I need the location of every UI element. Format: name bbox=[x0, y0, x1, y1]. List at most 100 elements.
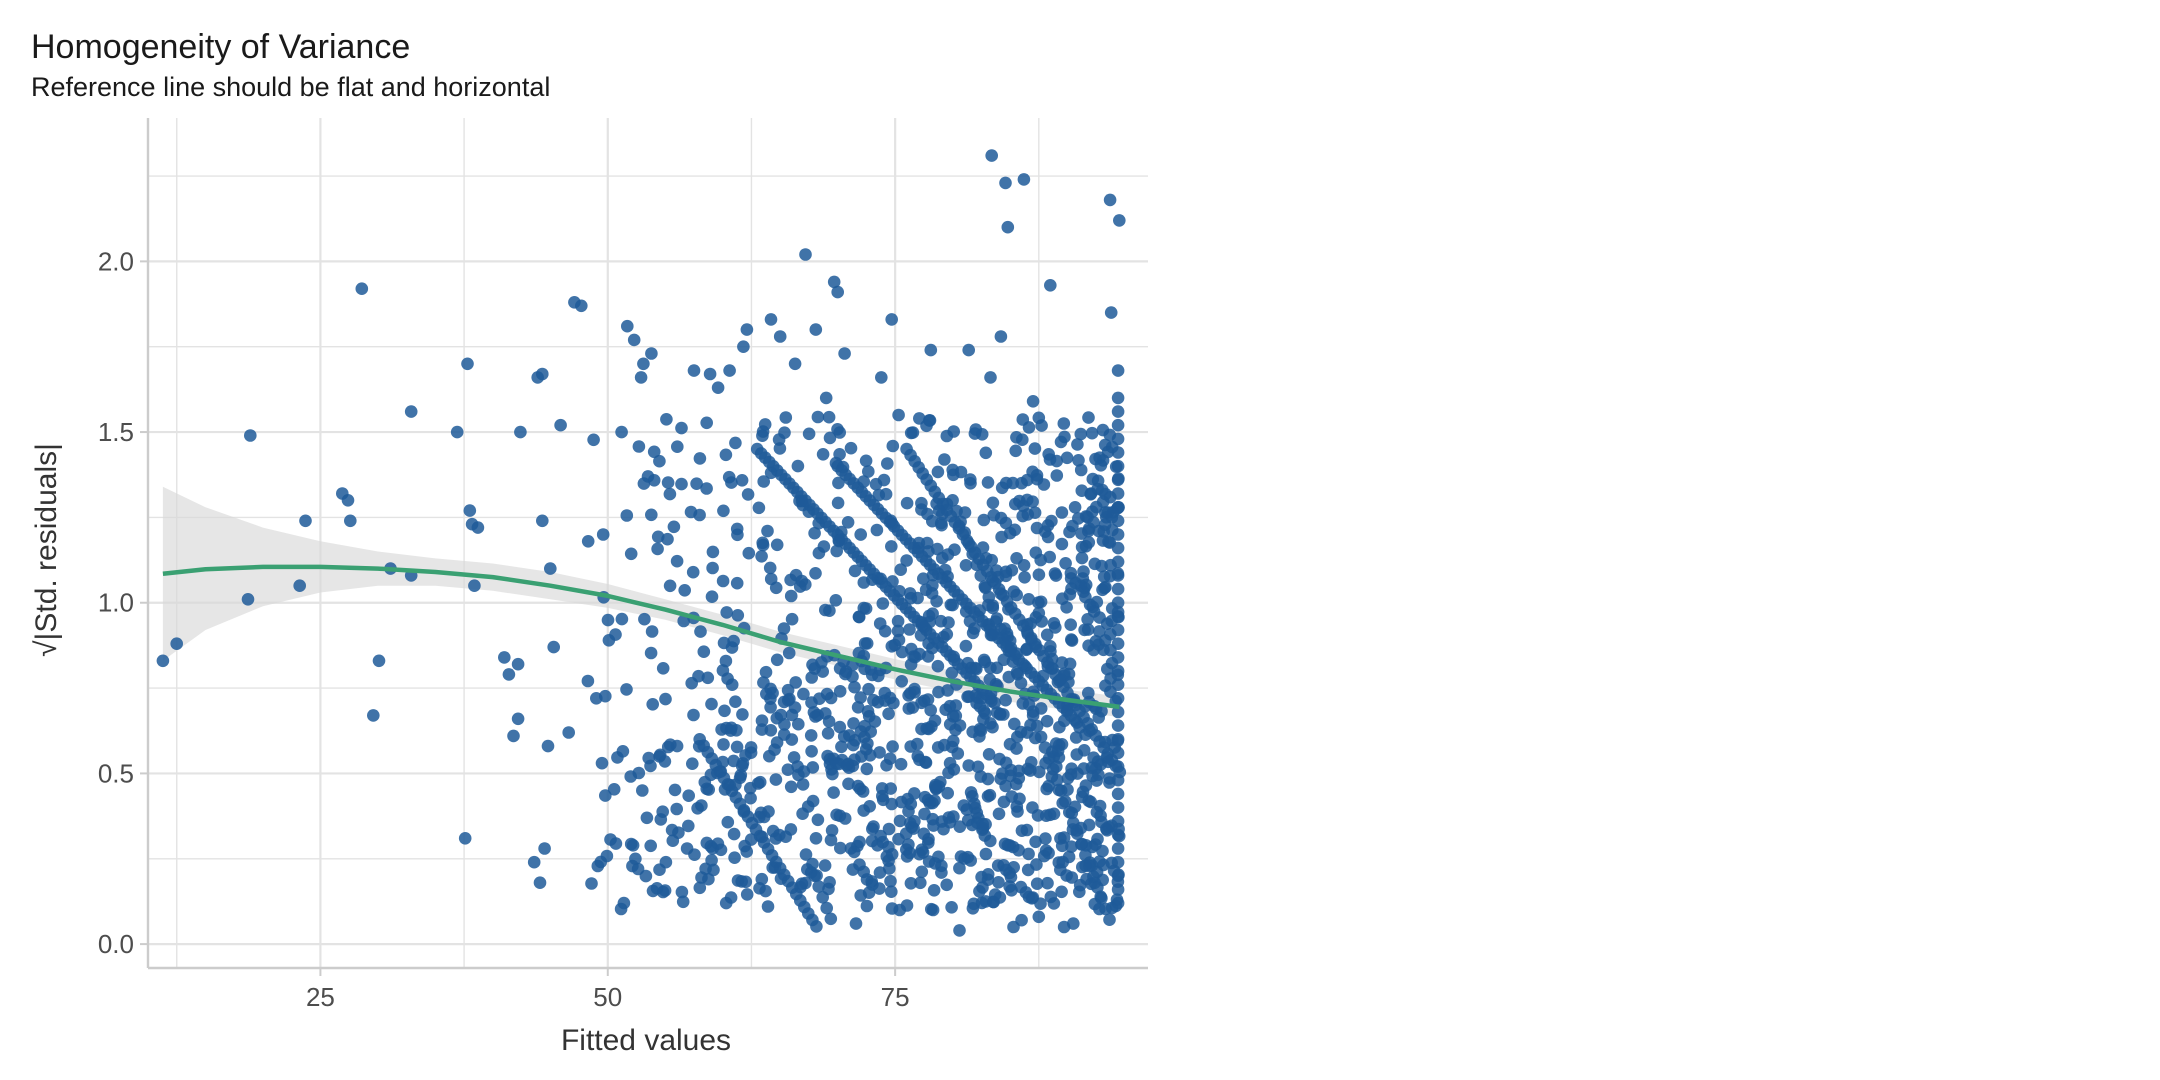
scatter-point bbox=[953, 861, 966, 875]
scatter-point bbox=[639, 869, 653, 883]
scatter-point bbox=[931, 659, 945, 673]
scatter-point bbox=[1024, 764, 1037, 777]
scatter-point bbox=[878, 686, 892, 700]
scatter-point bbox=[932, 685, 945, 699]
scatter-point bbox=[1077, 565, 1090, 578]
scatter-point bbox=[977, 513, 991, 527]
scatter-point bbox=[1046, 762, 1060, 776]
scatter-point bbox=[156, 654, 170, 668]
scatter-point bbox=[730, 740, 744, 754]
scatter-point bbox=[804, 729, 818, 742]
scatter-point bbox=[1044, 279, 1057, 292]
scatter-point bbox=[886, 439, 900, 453]
scatter-point bbox=[851, 839, 864, 853]
scatter-point bbox=[860, 762, 874, 776]
scatter-point bbox=[816, 891, 829, 904]
scatter-point bbox=[599, 689, 612, 703]
scatter-point bbox=[943, 756, 957, 770]
scatter-point bbox=[979, 818, 992, 831]
scatter-point bbox=[999, 176, 1012, 190]
scatter-point bbox=[1042, 846, 1055, 860]
scatter-point bbox=[838, 347, 851, 360]
scatter-point bbox=[914, 876, 927, 890]
scatter-point bbox=[404, 405, 418, 418]
scatter-point bbox=[1085, 426, 1099, 440]
scatter-point bbox=[1111, 719, 1125, 732]
scatter-point bbox=[670, 802, 683, 816]
scatter-point bbox=[1034, 897, 1047, 910]
scatter-point bbox=[904, 658, 918, 671]
scatter-point bbox=[805, 745, 818, 758]
scatter-point bbox=[811, 813, 825, 827]
scatter-point bbox=[1029, 835, 1042, 849]
scatter-point bbox=[994, 623, 1008, 636]
scatter-point bbox=[1032, 568, 1046, 581]
scatter-point bbox=[717, 636, 731, 650]
scatter-point bbox=[899, 827, 913, 840]
scatter-point bbox=[1054, 863, 1067, 877]
scatter-point bbox=[821, 727, 835, 740]
chart-title: Homogeneity of Variance bbox=[31, 28, 410, 66]
scatter-point bbox=[951, 747, 965, 760]
scatter-point bbox=[644, 839, 657, 853]
scatter-point bbox=[966, 902, 980, 915]
scatter-point bbox=[883, 862, 896, 875]
scatter-point bbox=[940, 878, 953, 892]
scatter-point bbox=[806, 857, 819, 871]
scatter-point bbox=[885, 540, 898, 553]
scatter-point bbox=[667, 520, 681, 534]
scatter-point bbox=[891, 624, 905, 638]
scatter-point bbox=[735, 474, 749, 487]
scatter-point bbox=[961, 850, 975, 864]
scatter-point bbox=[720, 606, 733, 619]
scatter-point bbox=[807, 706, 821, 719]
scatter-point bbox=[653, 454, 666, 468]
scatter-point bbox=[1063, 525, 1076, 539]
scatter-point bbox=[999, 693, 1012, 707]
scatter-point bbox=[1111, 773, 1125, 787]
scatter-point bbox=[659, 855, 673, 869]
scatter-point bbox=[1111, 801, 1125, 814]
scatter-point bbox=[1015, 913, 1028, 927]
scatter-point bbox=[624, 547, 638, 561]
scatter-point bbox=[670, 739, 684, 753]
scatter-point bbox=[744, 741, 758, 754]
scatter-point bbox=[1057, 417, 1071, 430]
scatter-point bbox=[876, 789, 889, 803]
scatter-point bbox=[587, 433, 600, 447]
scatter-point bbox=[701, 671, 715, 685]
scatter-point bbox=[1075, 838, 1088, 851]
scatter-point bbox=[1035, 419, 1048, 432]
scatter-point bbox=[1045, 514, 1058, 528]
scatter-point bbox=[812, 880, 825, 893]
scatter-point bbox=[823, 431, 837, 445]
scatter-point bbox=[831, 496, 845, 510]
scatter-point bbox=[995, 530, 1008, 544]
scatter-point bbox=[796, 807, 809, 820]
scatter-point bbox=[835, 753, 849, 767]
scatter-point bbox=[1111, 418, 1125, 432]
scatter-point bbox=[1111, 487, 1125, 500]
scatter-point bbox=[821, 749, 834, 763]
scatter-point bbox=[755, 550, 768, 563]
scatter-point bbox=[806, 794, 820, 808]
scatter-point bbox=[942, 616, 955, 629]
scatter-point bbox=[1099, 902, 1112, 916]
scatter-point bbox=[911, 591, 924, 605]
scatter-point bbox=[1009, 444, 1022, 458]
scatter-point bbox=[862, 465, 875, 478]
scatter-point bbox=[604, 833, 617, 846]
scatter-point bbox=[686, 757, 699, 770]
scatter-point bbox=[809, 832, 823, 845]
scatter-point bbox=[1034, 730, 1048, 744]
scatter-point bbox=[731, 874, 745, 887]
scatter-point bbox=[1111, 896, 1125, 910]
scatter-point bbox=[900, 554, 913, 567]
scatter-point bbox=[953, 820, 967, 833]
scatter-point bbox=[784, 823, 798, 836]
scatter-point bbox=[861, 737, 874, 750]
scatter-point bbox=[705, 697, 718, 711]
scatter-point bbox=[1103, 913, 1116, 926]
scatter-point bbox=[596, 528, 610, 541]
scatter-point bbox=[1008, 523, 1022, 537]
